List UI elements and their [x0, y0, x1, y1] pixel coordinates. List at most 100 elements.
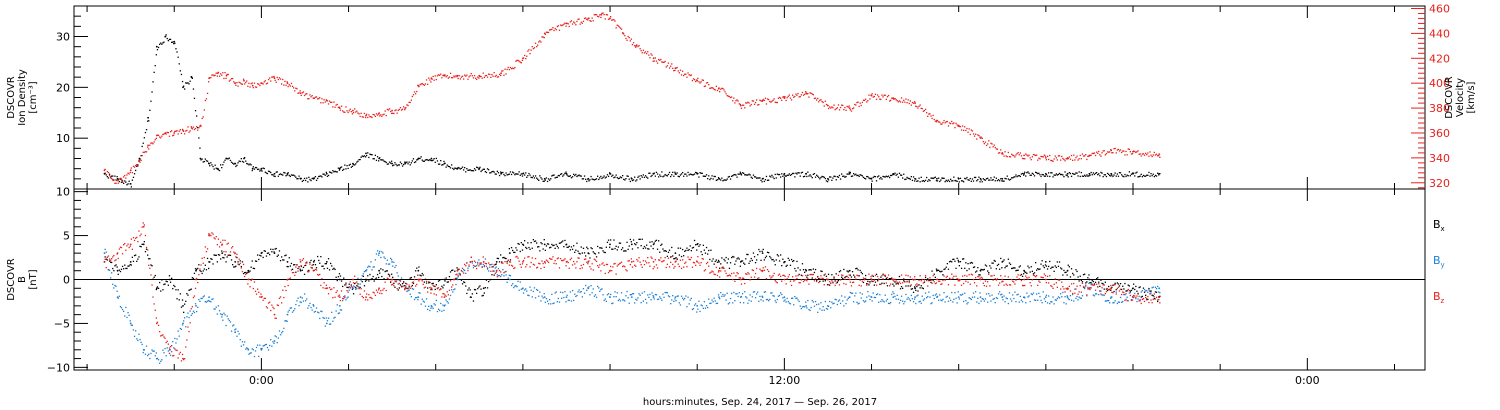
field-series-bx-point	[698, 245, 700, 247]
field-series-bz-point	[851, 281, 854, 284]
velocity-series-point	[196, 126, 198, 128]
density-series-point	[973, 176, 976, 179]
velocity-series-point	[519, 61, 521, 63]
field-series-by-point	[394, 266, 396, 269]
field-series-bz-point	[667, 257, 670, 259]
field-series-bx-point	[525, 246, 527, 249]
density-series-point	[1097, 174, 1099, 176]
velocity-series-point	[358, 113, 360, 115]
field-series-by-point	[811, 299, 813, 302]
density-series-point	[249, 163, 251, 165]
field-series-bx-point	[790, 258, 793, 261]
velocity-series-sample	[587, 17, 590, 20]
field-series-bx-point	[938, 269, 940, 271]
field-series-by-point	[494, 267, 496, 269]
field-series-by-point	[1081, 295, 1084, 297]
density-series-point	[1093, 173, 1096, 176]
velocity-series-point	[701, 79, 703, 81]
field-series-bz-point	[140, 233, 142, 235]
field-series-by-point	[618, 298, 621, 300]
field-series-bx-point	[111, 261, 113, 264]
density-series-point	[347, 167, 349, 170]
field-series-bz-point	[403, 282, 405, 284]
velocity-series-point	[692, 78, 695, 80]
field-series-bz-point	[175, 349, 177, 351]
field-series-bx-point	[667, 251, 670, 253]
field-series-bz-point	[673, 267, 675, 269]
velocity-series-point	[809, 92, 811, 94]
velocity-series-point	[259, 84, 261, 87]
field-series-bz-point	[211, 232, 213, 234]
velocity-series-point	[710, 87, 712, 89]
velocity-series-point	[638, 45, 640, 47]
density-series-point	[798, 172, 800, 174]
density-series-point	[1110, 175, 1112, 177]
density-series-point	[194, 110, 197, 112]
velocity-series-point	[774, 101, 776, 103]
density-series-point	[959, 177, 962, 179]
field-series-bz-point	[632, 260, 635, 262]
density-series-point	[217, 169, 220, 171]
density-series-point	[1050, 172, 1052, 174]
field-series-bx-point	[754, 262, 757, 264]
field-series-bz-point	[294, 274, 296, 276]
field-series-bz-point	[736, 272, 738, 274]
field-series-by-sample	[1023, 296, 1025, 298]
velocity-series-point	[151, 142, 153, 144]
field-series-by-point	[448, 298, 451, 300]
field-series-bx-point	[441, 285, 443, 287]
field-series-bx-point	[685, 249, 687, 252]
velocity-series-point	[625, 37, 627, 40]
density-series-point	[740, 174, 743, 176]
field-series-bx-point	[800, 274, 802, 276]
field-series-by-point	[830, 307, 832, 309]
field-series-bz-point	[228, 254, 230, 256]
velocity-series-point	[286, 81, 288, 83]
field-series-by-sample	[155, 357, 158, 360]
field-series-by-point	[559, 291, 562, 293]
field-series-bx-point	[1003, 259, 1005, 261]
field-series-by-point	[966, 303, 968, 305]
field-series-by-point	[653, 298, 655, 300]
field-series-bx-point	[340, 280, 343, 282]
velocity-series-point	[338, 106, 341, 108]
field-axis-title-line: [nT]	[28, 269, 39, 289]
density-series-point	[757, 177, 759, 179]
velocity-series-point	[162, 133, 164, 136]
field-series-by-point	[1020, 299, 1023, 301]
field-series-bx-point	[866, 283, 868, 285]
density-series-point	[789, 174, 792, 176]
density-series-point	[228, 157, 230, 159]
field-series-bx-point	[891, 277, 893, 279]
field-series-bz-point	[647, 257, 649, 259]
field-series-by-point	[1121, 301, 1123, 303]
field-series-bx-point	[724, 260, 726, 262]
density-series-point	[808, 175, 810, 177]
density-series-point	[494, 173, 496, 175]
field-series-by-point	[845, 302, 847, 305]
field-series-bx-point	[833, 277, 835, 279]
density-series-point	[545, 177, 548, 179]
density-series-point	[563, 174, 565, 176]
field-series-by-point	[1067, 298, 1069, 300]
density-series-point	[655, 171, 658, 173]
field-series-by-point	[638, 293, 640, 295]
velocity-series-point	[536, 46, 538, 48]
field-series-bx-point	[433, 285, 435, 287]
velocity-series-point	[1094, 154, 1097, 157]
field-series-by-point	[372, 266, 374, 268]
density-series-point	[939, 180, 941, 183]
field-series-bx-point	[244, 272, 246, 274]
field-series-bz-point	[202, 262, 204, 264]
velocity-series-point	[425, 79, 428, 81]
field-series-bx-point	[383, 278, 385, 280]
field-series-bx-point	[763, 259, 765, 261]
field-series-bz-point	[247, 283, 249, 285]
density-series-point	[427, 159, 429, 161]
density-series-point	[930, 177, 932, 179]
field-series-by-point	[520, 288, 522, 290]
velocity-series-point	[1113, 148, 1115, 150]
field-series-by-point	[357, 277, 359, 279]
field-series-bz-point	[887, 274, 890, 276]
density-series-point	[342, 169, 344, 171]
